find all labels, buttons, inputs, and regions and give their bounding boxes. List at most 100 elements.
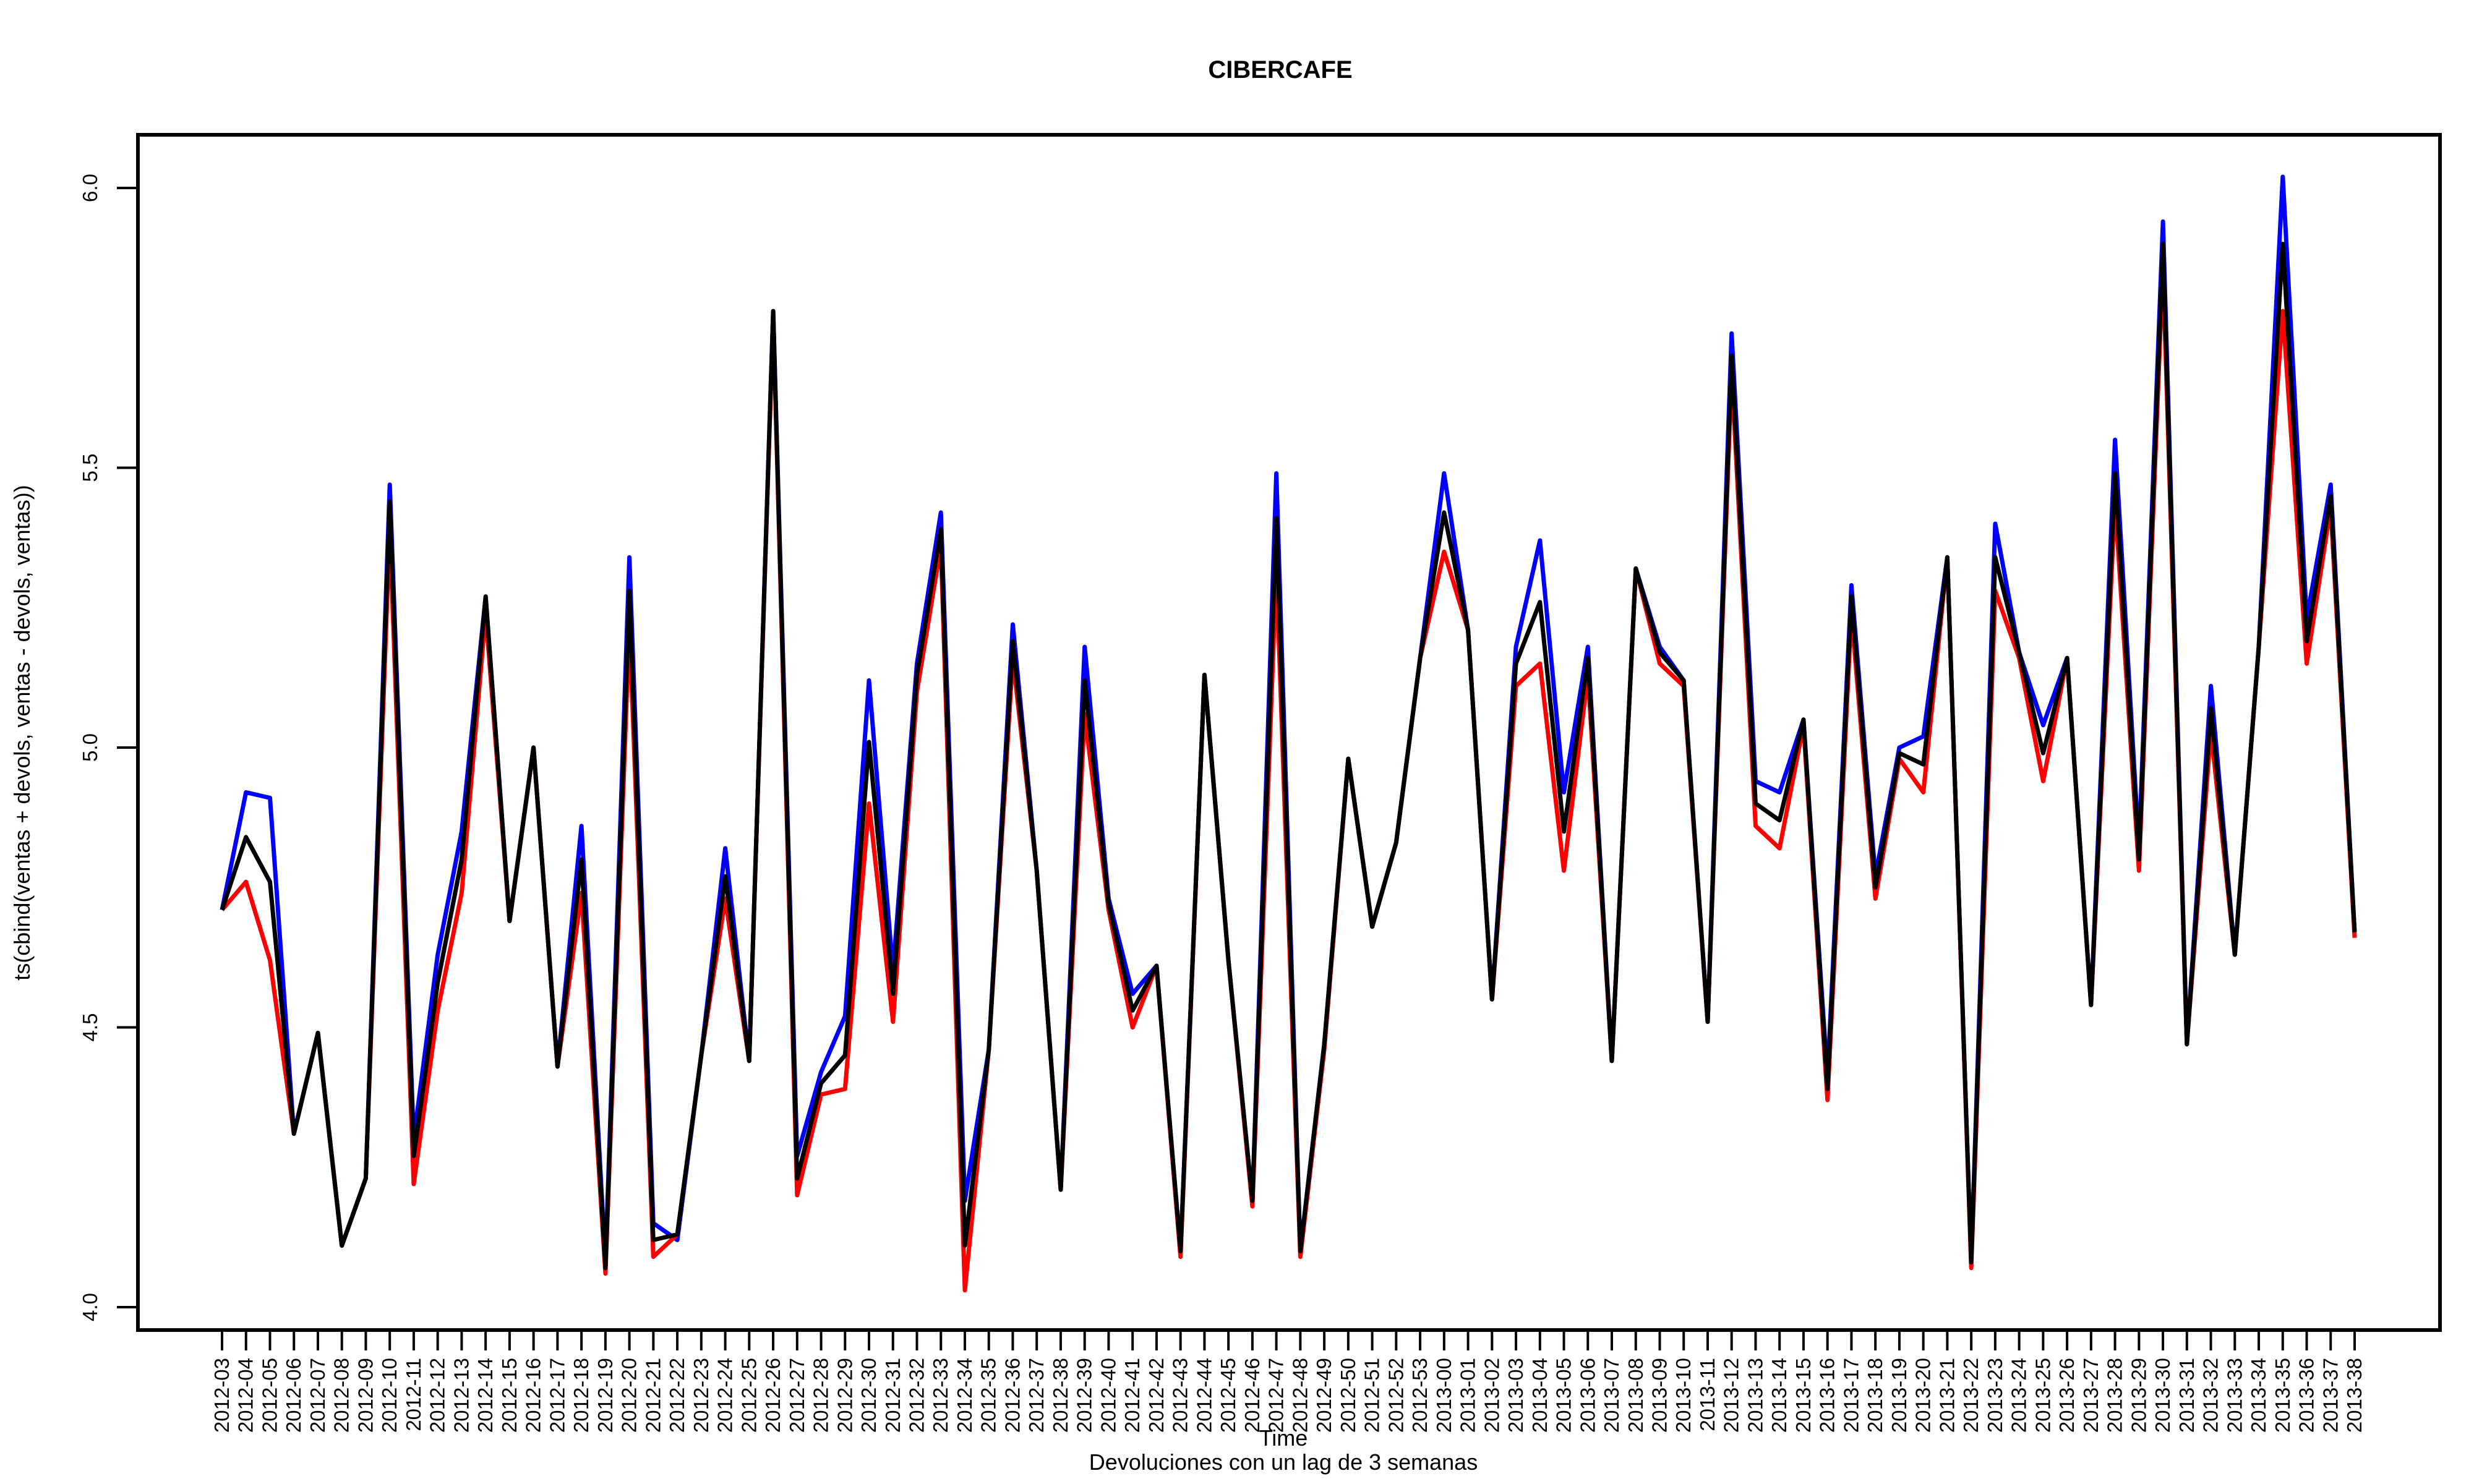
x-tick-label: 2013-12 bbox=[1720, 1358, 1743, 1433]
x-tick-label: 2012-48 bbox=[1288, 1358, 1311, 1433]
plot-series bbox=[220, 174, 2357, 1293]
x-tick-label: 2012-16 bbox=[522, 1358, 545, 1433]
x-tick-label: 2012-51 bbox=[1361, 1358, 1384, 1433]
x-tick-label: 2013-25 bbox=[2031, 1358, 2054, 1433]
x-tick-label: 2013-09 bbox=[1648, 1358, 1671, 1433]
x-tick-label: 2013-28 bbox=[2104, 1358, 2126, 1433]
x-tick-label: 2012-05 bbox=[259, 1358, 281, 1433]
x-tick-label: 2013-24 bbox=[2008, 1358, 2031, 1433]
x-tick-label: 2013-38 bbox=[2343, 1358, 2366, 1433]
y-axis-label: ts(cbind(ventas + devols, ventas - devol… bbox=[9, 485, 35, 980]
x-tick-label: 2013-04 bbox=[1528, 1358, 1551, 1433]
x-tick-label: 2012-06 bbox=[282, 1358, 305, 1433]
x-tick-label: 2012-52 bbox=[1384, 1358, 1407, 1433]
x-tick-label: 2012-26 bbox=[761, 1358, 784, 1433]
x-tick-label: 2012-19 bbox=[594, 1358, 617, 1433]
x-tick-label: 2012-23 bbox=[690, 1358, 713, 1433]
x-tick-label: 2013-35 bbox=[2271, 1358, 2294, 1433]
x-tick-label: 2012-38 bbox=[1049, 1358, 1072, 1433]
x-tick-label: 2012-20 bbox=[618, 1358, 641, 1433]
x-tick-label: 2012-17 bbox=[546, 1358, 568, 1433]
x-tick-label: 2013-27 bbox=[2079, 1358, 2102, 1433]
x-tick-label: 2012-27 bbox=[785, 1358, 808, 1433]
x-tick-label: 2013-36 bbox=[2295, 1358, 2318, 1433]
x-tick-label: 2013-20 bbox=[1912, 1358, 1935, 1433]
y-tick-label: 4.0 bbox=[79, 1293, 101, 1321]
x-tick-label: 2013-16 bbox=[1816, 1358, 1839, 1433]
x-tick-label: 2012-34 bbox=[953, 1358, 976, 1433]
x-tick-label: 2012-24 bbox=[714, 1358, 737, 1433]
x-tick-label: 2012-32 bbox=[905, 1358, 928, 1433]
y-tick-label: 4.5 bbox=[79, 1013, 101, 1042]
x-tick-label: 2013-07 bbox=[1600, 1358, 1623, 1433]
x-tick-label: 2013-31 bbox=[2175, 1358, 2198, 1433]
x-tick-label: 2013-26 bbox=[2055, 1358, 2078, 1433]
x-tick-label: 2013-34 bbox=[2247, 1358, 2270, 1433]
x-tick-label: 2013-29 bbox=[2127, 1358, 2150, 1433]
x-tick-label: 2013-18 bbox=[1864, 1358, 1886, 1433]
x-tick-label: 2012-53 bbox=[1408, 1358, 1431, 1433]
x-tick-label: 2012-35 bbox=[977, 1358, 1000, 1433]
x-tick-label: 2013-00 bbox=[1432, 1358, 1455, 1433]
x-tick-label: 2013-06 bbox=[1576, 1358, 1599, 1433]
x-tick-label: 2012-15 bbox=[498, 1358, 521, 1433]
series-line-2 bbox=[220, 264, 2357, 1293]
plot-frame bbox=[136, 133, 2442, 1332]
x-axis-label: Time bbox=[1259, 1425, 1308, 1451]
x-tick-label: 2012-10 bbox=[378, 1358, 401, 1433]
chart-subtitle: Devoluciones con un lag de 3 semanas bbox=[1089, 1449, 1478, 1475]
x-tick-label: 2012-46 bbox=[1241, 1358, 1264, 1433]
y-axis: 4.0 4.5 5.0 5.5 6.0 bbox=[79, 174, 139, 1321]
x-tick-label: 2012-30 bbox=[857, 1358, 880, 1433]
x-tick-label: 2013-11 bbox=[1696, 1358, 1719, 1431]
x-tick-label: 2013-01 bbox=[1457, 1358, 1479, 1433]
x-tick-label: 2013-10 bbox=[1672, 1358, 1695, 1433]
x-axis: 2012-03 2012-04 2012-05 2012-06 2012-07 2012-… bbox=[210, 1329, 2366, 1433]
x-tick-label: 2012-13 bbox=[450, 1358, 473, 1433]
x-tick-label: 2012-36 bbox=[1001, 1358, 1024, 1433]
x-tick-label: 2013-05 bbox=[1552, 1358, 1575, 1433]
x-tick-label: 2013-15 bbox=[1792, 1358, 1815, 1433]
x-tick-label: 2012-07 bbox=[306, 1358, 329, 1433]
x-tick-label: 2012-45 bbox=[1217, 1358, 1239, 1433]
x-tick-label: 2012-21 bbox=[641, 1358, 664, 1433]
x-tick-label: 2012-37 bbox=[1025, 1358, 1048, 1433]
x-tick-label: 2012-18 bbox=[570, 1358, 593, 1433]
x-tick-label: 2012-43 bbox=[1169, 1358, 1192, 1433]
x-tick-label: 2013-19 bbox=[1888, 1358, 1911, 1433]
x-tick-label: 2012-47 bbox=[1265, 1358, 1288, 1433]
series-line-3 bbox=[220, 242, 2357, 1271]
x-tick-label: 2012-04 bbox=[234, 1358, 257, 1433]
x-tick-label: 2012-14 bbox=[474, 1358, 497, 1433]
x-tick-label: 2013-13 bbox=[1744, 1358, 1767, 1433]
x-tick-label: 2012-40 bbox=[1097, 1358, 1119, 1433]
x-tick-label: 2013-03 bbox=[1504, 1358, 1527, 1433]
chart-title: CIBERCAFE bbox=[1208, 56, 1352, 83]
x-tick-label: 2012-25 bbox=[737, 1358, 760, 1433]
x-tick-label: 2012-03 bbox=[210, 1358, 233, 1433]
x-tick-label: 2012-28 bbox=[810, 1358, 833, 1433]
x-tick-label: 2013-22 bbox=[1959, 1358, 1982, 1433]
x-tick-label: 2012-09 bbox=[354, 1358, 377, 1433]
x-tick-label: 2012-08 bbox=[330, 1358, 353, 1433]
y-tick-label: 5.0 bbox=[79, 733, 101, 762]
x-tick-label: 2012-42 bbox=[1145, 1358, 1168, 1433]
x-tick-label: 2012-12 bbox=[426, 1358, 449, 1433]
x-tick-label: 2012-44 bbox=[1192, 1358, 1215, 1433]
y-tick-label: 6.0 bbox=[79, 174, 101, 202]
x-tick-label: 2012-29 bbox=[833, 1358, 856, 1433]
x-tick-label: 2012-33 bbox=[929, 1358, 952, 1433]
x-tick-label: 2013-30 bbox=[2151, 1358, 2174, 1433]
x-tick-label: 2012-50 bbox=[1337, 1358, 1359, 1433]
x-tick-label: 2013-21 bbox=[1935, 1358, 1958, 1433]
x-tick-label: 2013-32 bbox=[2199, 1358, 2222, 1433]
x-tick-label: 2012-39 bbox=[1073, 1358, 1096, 1433]
x-tick-label: 2012-41 bbox=[1121, 1358, 1144, 1433]
y-tick-label: 5.5 bbox=[79, 454, 101, 482]
x-tick-label: 2012-22 bbox=[666, 1358, 688, 1433]
x-tick-label: 2013-33 bbox=[2223, 1358, 2246, 1433]
x-tick-label: 2013-02 bbox=[1480, 1358, 1503, 1433]
x-tick-label: 2012-31 bbox=[881, 1358, 904, 1433]
x-tick-label: 2013-23 bbox=[1984, 1358, 2006, 1433]
